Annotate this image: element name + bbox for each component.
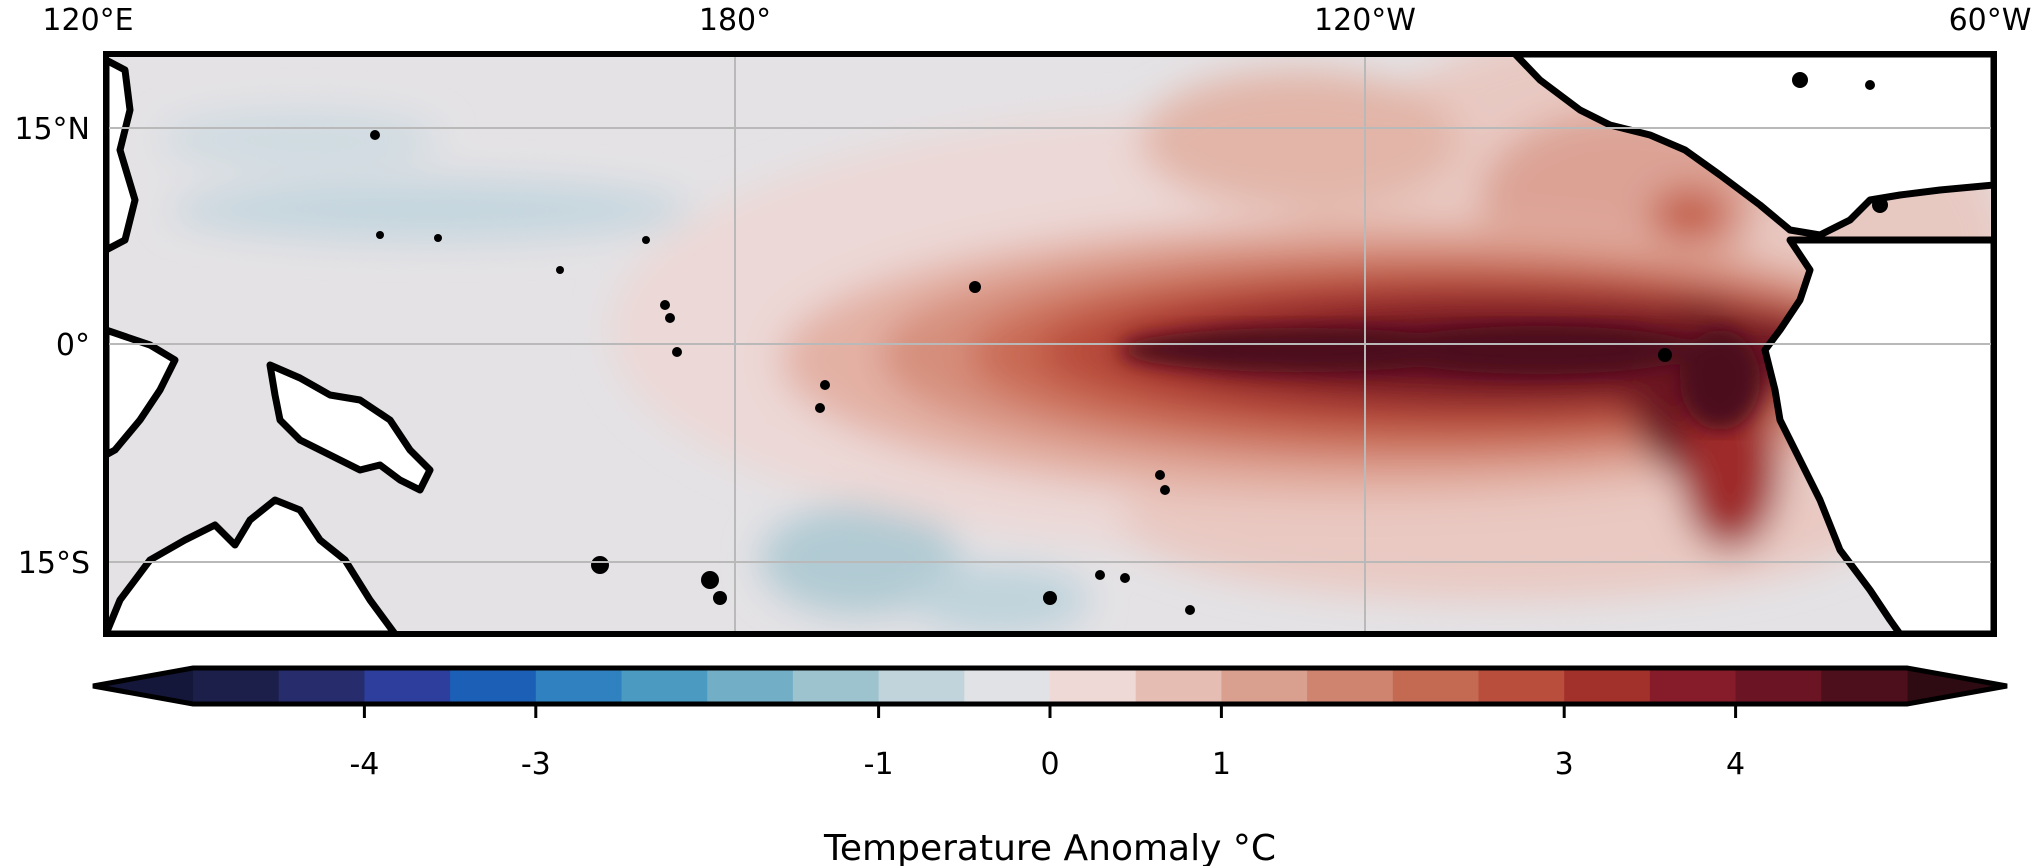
colorbar-swatch <box>1821 668 1908 704</box>
map-frame <box>103 51 1997 637</box>
colorbar-swatch <box>878 668 965 704</box>
colorbar-tick-label: -4 <box>349 747 379 782</box>
colorbar-label: Temperature Anomaly °C <box>823 828 1276 866</box>
colorbar-swatch <box>1221 668 1308 704</box>
lat-label-15s: 15°S <box>18 546 90 581</box>
colorbar-ticks: -4 -3 -1 0 1 3 4 <box>349 704 1745 782</box>
colorbar-tick-label: 3 <box>1555 747 1574 782</box>
gridlines <box>106 54 1994 634</box>
colorbar-swatch <box>1135 668 1222 704</box>
colorbar-tick-label: -1 <box>864 747 894 782</box>
colorbar-swatch <box>1649 668 1737 704</box>
lon-label-120e: 120°E <box>42 3 133 38</box>
colorbar-tick-label: 1 <box>1212 747 1231 782</box>
colorbar-swatch <box>621 668 708 704</box>
colorbar-tick-label: -3 <box>521 747 551 782</box>
colorbar <box>92 665 2008 707</box>
anomaly-field <box>106 54 1994 634</box>
colorbar-swatch <box>1392 668 1480 704</box>
colorbar-swatch <box>1307 668 1394 704</box>
lon-label-120w: 120°W <box>1314 3 1416 38</box>
colorbar-swatch <box>1478 668 1565 704</box>
lon-label-180: 180° <box>699 3 771 38</box>
lat-label-15n: 15°N <box>14 112 90 147</box>
lat-label-0: 0° <box>56 328 90 363</box>
colorbar-swatch <box>278 668 365 704</box>
islands <box>370 72 1888 615</box>
colorbar-extend-low <box>93 668 193 704</box>
colorbar-swatch <box>450 668 537 704</box>
colorbar-swatch <box>1050 668 1137 704</box>
colorbar-tick-label: 4 <box>1726 747 1745 782</box>
colorbar-swatch <box>1735 668 1822 704</box>
colorbar-swatch <box>364 668 451 704</box>
land <box>106 54 1994 634</box>
colorbar-swatch <box>964 668 1051 704</box>
colorbar-swatch <box>707 668 794 704</box>
colorbar-swatch <box>792 668 880 704</box>
lon-label-60w: 60°W <box>1949 3 2032 38</box>
colorbar-swatch <box>535 668 623 704</box>
colorbar-tick-label: 0 <box>1040 747 1059 782</box>
colorbar-swatch <box>193 668 280 704</box>
colorbar-extend-high <box>1907 668 2007 704</box>
lon-labels: 120°E 180° 120°W 60°W <box>42 3 2031 38</box>
colorbar-outline <box>92 665 2008 707</box>
lat-labels: 15°N 0° 15°S <box>14 112 90 581</box>
colorbar-swatch <box>1564 668 1651 704</box>
